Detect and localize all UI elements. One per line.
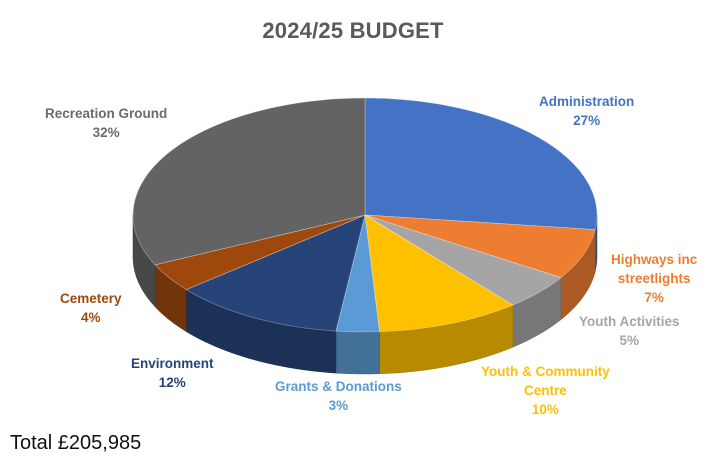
data-label-youth-community-centre: Youth & Community Centre 10% <box>481 362 610 419</box>
pie-slice-highways-inc-streetlights <box>364 214 596 279</box>
data-label-text: streetlights <box>617 271 691 286</box>
data-label-value: 27% <box>573 113 601 128</box>
data-label-value: 32% <box>92 125 120 140</box>
data-label-text: Cemetery <box>60 291 122 306</box>
pie-slice-administration <box>364 97 598 231</box>
data-label-youth-activities: Youth Activities 5% <box>579 312 680 350</box>
pie-slice-youth-community-centre <box>364 214 514 333</box>
pie-slice-recreation-ground <box>132 97 366 266</box>
data-label-cemetery: Cemetery 4% <box>60 289 122 327</box>
data-label-text: Environment <box>131 356 214 371</box>
data-label-value: 5% <box>619 333 640 348</box>
pie-top <box>132 97 598 333</box>
chart-title: 2024/25 BUDGET <box>262 18 444 43</box>
pie-slice-cemetery <box>154 214 366 291</box>
data-label-text: Youth Activities <box>579 314 680 329</box>
pie-slice-environment <box>185 214 366 332</box>
data-label-text: Grants & Donations <box>275 379 402 394</box>
data-label-environment: Environment 12% <box>131 354 214 392</box>
data-label-recreation-ground: Recreation Ground 32% <box>45 104 167 142</box>
data-label-text: Youth & Community <box>481 364 610 379</box>
data-label-value: 7% <box>644 290 664 305</box>
data-label-text: Centre <box>523 383 567 398</box>
data-label-highways-inc-streetlights: Highways inc streetlights 7% <box>611 250 697 307</box>
data-label-text: Recreation Ground <box>45 106 168 121</box>
pie-slice-grants-donations <box>335 214 381 333</box>
data-label-text: Administration <box>539 94 635 109</box>
data-label-grants-donations: Grants & Donations 3% <box>275 377 402 415</box>
data-label-value: 10% <box>531 402 559 417</box>
pie-side-grants-donations <box>335 330 380 375</box>
total-amount: Total £205,985 <box>10 432 142 454</box>
data-label-value: 4% <box>81 310 101 325</box>
data-label-value: 12% <box>158 375 186 390</box>
pie-slice-youth-activities <box>364 214 562 306</box>
data-label-value: 3% <box>328 398 349 413</box>
data-label-text: Highways inc <box>611 252 698 267</box>
data-label-administration: Administration 27% <box>539 92 634 130</box>
